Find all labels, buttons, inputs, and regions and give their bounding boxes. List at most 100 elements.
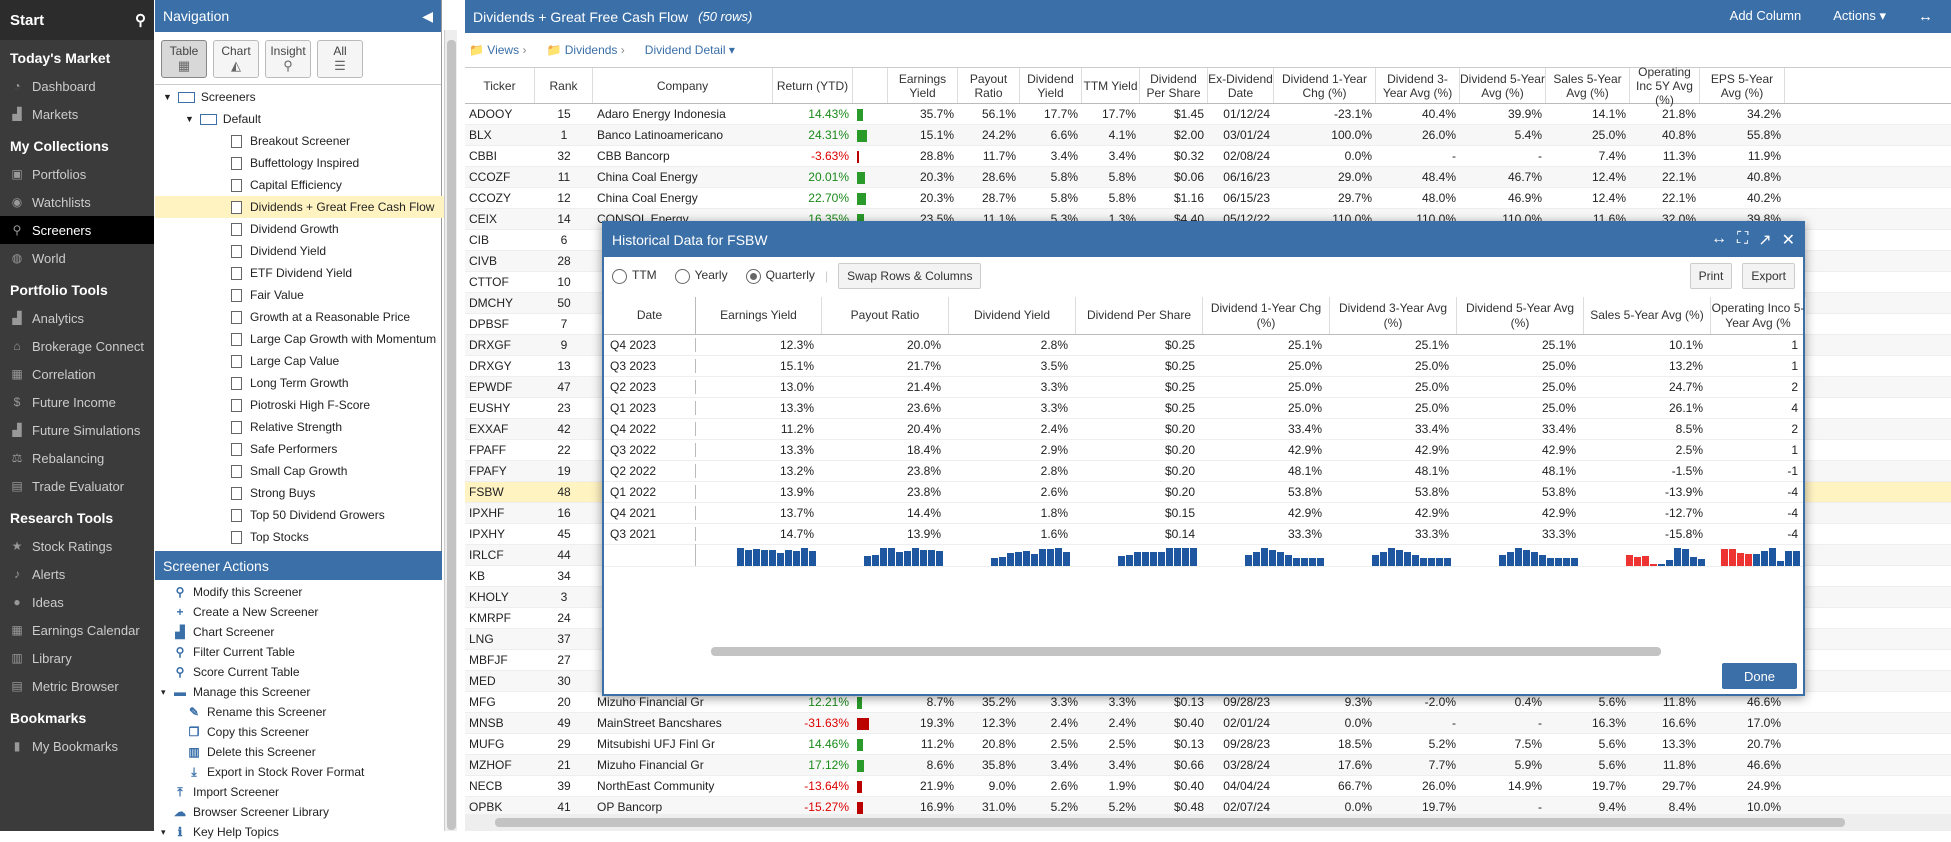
column-header[interactable]: EPS 5-Year Avg (%) (1700, 68, 1785, 103)
screener-item[interactable]: Capital Efficiency (155, 174, 445, 196)
screener-item[interactable]: Relative Strength (155, 416, 445, 438)
historical-row[interactable]: Q3 2023 15.1% 21.7% 3.5% $0.25 25.0% 25.0% 25.0… (604, 356, 1803, 377)
collapse-icon[interactable]: ▾ (161, 686, 166, 697)
tree-root[interactable]: ▼ Screeners (155, 86, 445, 108)
nav-scrollbar[interactable] (444, 30, 457, 831)
screener-item[interactable]: Top 50 Dividend Growers (155, 504, 445, 526)
column-header[interactable]: Rank (535, 68, 593, 103)
dividend-detail-button[interactable]: Dividend Detail ▾ (645, 43, 735, 57)
sidebar-item-markets[interactable]: ▟ Markets (0, 100, 154, 128)
table-row[interactable]: MZHOF 21 Mizuho Financial Gr 17.12% 8.6% 35.8… (465, 755, 1951, 776)
collapse-icon[interactable]: ▼ (163, 92, 172, 102)
print-button[interactable]: Print (1689, 263, 1733, 289)
column-header[interactable]: TTM Yield (1082, 68, 1140, 103)
historical-row[interactable]: Q2 2023 13.0% 21.4% 3.3% $0.25 25.0% 25.0% 25.0… (604, 377, 1803, 398)
table-row[interactable]: CCOZF 11 China Coal Energy 20.01% 20.3% 28.6%… (465, 167, 1951, 188)
tree-folder[interactable]: ▼ Default (155, 108, 445, 130)
action-chart-screener[interactable]: ▟ Chart Screener (155, 622, 442, 642)
column-header[interactable]: Dividend 3-Year Avg (%) (1376, 68, 1460, 103)
maximize-icon[interactable]: ⛶ (1736, 230, 1749, 247)
column-header[interactable]: Dividend 5-Year Avg (%) (1460, 68, 1546, 103)
column-header[interactable]: Ex-Dividend Date (1208, 68, 1274, 103)
mode-quarterly-radio[interactable]: Quarterly (745, 268, 815, 284)
expand-icon[interactable]: ↔ (1918, 8, 1933, 25)
export-button[interactable]: Export (1742, 263, 1795, 289)
done-button[interactable]: Done (1722, 663, 1797, 689)
sidebar-item-ideas[interactable]: ● Ideas (0, 588, 154, 616)
sidebar-item-future-income[interactable]: $ Future Income (0, 388, 154, 416)
collapse-icon[interactable]: ▾ (161, 826, 166, 837)
screener-item[interactable]: Breakout Screener (155, 130, 445, 152)
scrollbar-thumb[interactable] (711, 647, 1661, 656)
mode-ttm-radio[interactable]: TTM (612, 268, 657, 284)
historical-row[interactable]: Q1 2022 13.9% 23.8% 2.6% $0.20 53.8% 53.8% 53.8… (604, 482, 1803, 503)
action-browser-screener-library[interactable]: ☁ Browser Screener Library (155, 802, 442, 822)
sidebar-item-my-bookmarks[interactable]: ▮ My Bookmarks (0, 732, 154, 760)
table-row[interactable]: MUFG 29 Mitsubishi UFJ Finl Gr 14.46% 11.2% 2… (465, 734, 1951, 755)
sidebar-item-portfolios[interactable]: ▣ Portfolios (0, 160, 154, 188)
historical-column-header[interactable]: Operating Inco 5-Year Avg (% (1711, 297, 1806, 334)
action-modify-this-screener[interactable]: ⚲ Modify this Screener (155, 582, 442, 602)
add-column-button[interactable]: Add Column (1729, 8, 1802, 23)
collapse-icon[interactable]: ▼ (185, 114, 194, 124)
screener-item[interactable]: ETF Dividend Yield (155, 262, 445, 284)
column-header[interactable] (853, 68, 888, 103)
screener-item[interactable]: Long Term Growth (155, 372, 445, 394)
screener-item[interactable]: Small Cap Growth (155, 460, 445, 482)
screener-item[interactable]: Dividend Growth (155, 218, 445, 240)
screener-item[interactable]: Strong Buys (155, 482, 445, 504)
historical-column-header[interactable]: Dividend Per Share (1076, 297, 1203, 334)
historical-column-header[interactable]: Dividend 5-Year Avg (%) (1457, 297, 1584, 334)
column-header[interactable]: Earnings Yield (888, 68, 958, 103)
sidebar-item-watchlists[interactable]: ◉ Watchlists (0, 188, 154, 216)
sidebar-item-library[interactable]: ▥ Library (0, 644, 154, 672)
historical-row[interactable]: Q2 2022 13.2% 23.8% 2.8% $0.20 48.1% 48.1% 48.1… (604, 461, 1803, 482)
column-header[interactable]: Operating Inc 5Y Avg (%) (1630, 65, 1700, 107)
swap-rows-columns-button[interactable]: Swap Rows & Columns (838, 263, 982, 289)
historical-column-header[interactable]: Dividend 1-Year Chg (%) (1203, 297, 1330, 334)
search-icon[interactable]: ⚲ (135, 12, 146, 29)
view-table-button[interactable]: Table ▦ (161, 40, 207, 78)
screener-item[interactable]: Fair Value (155, 284, 445, 306)
collapse-left-icon[interactable]: ◀ (422, 7, 433, 24)
column-header[interactable]: Ticker (465, 68, 535, 103)
historical-row[interactable]: Q1 2023 13.3% 23.6% 3.3% $0.25 25.0% 25.0% 25.0… (604, 398, 1803, 419)
action-import-screener[interactable]: ⤒ Import Screener (155, 782, 442, 802)
historical-row[interactable]: Q3 2022 13.3% 18.4% 2.9% $0.20 42.9% 42.9% 42.9… (604, 440, 1803, 461)
column-header[interactable]: Payout Ratio (958, 68, 1020, 103)
column-header[interactable]: Dividend 1-Year Chg (%) (1274, 68, 1376, 103)
sidebar-item-screeners[interactable]: ⚲ Screeners (0, 216, 154, 244)
table-row[interactable]: BLX 1 Banco Latinoamericano 24.31% 15.1% 24.2… (465, 125, 1951, 146)
dividends-button[interactable]: 📁 Dividends › (546, 43, 624, 57)
screener-item[interactable]: Large Cap Value (155, 350, 445, 372)
screener-item[interactable]: Growth at a Reasonable Price (155, 306, 445, 328)
column-header[interactable]: Dividend Yield (1020, 68, 1082, 103)
sidebar-item-earnings-calendar[interactable]: ▦ Earnings Calendar (0, 616, 154, 644)
sidebar-item-stock-ratings[interactable]: ★ Stock Ratings (0, 532, 154, 560)
view-chart-button[interactable]: Chart ◭ (213, 40, 259, 78)
action-score-current-table[interactable]: ⚲ Score Current Table (155, 662, 442, 682)
scrollbar-thumb[interactable] (495, 818, 1845, 827)
historical-column-header[interactable]: Dividend Yield (949, 297, 1076, 334)
action-create-a-new-screener[interactable]: + Create a New Screener (155, 602, 442, 622)
action-export-in-stock-rover-format[interactable]: ⤓ Export in Stock Rover Format (155, 762, 442, 782)
sidebar-item-rebalancing[interactable]: ⚖ Rebalancing (0, 444, 154, 472)
table-row[interactable]: MNSB 49 MainStreet Bancshares -31.63% 19.3% 1… (465, 713, 1951, 734)
historical-column-header[interactable]: Payout Ratio (822, 297, 949, 334)
popout-icon[interactable]: ↗ (1758, 232, 1772, 249)
sidebar-item-analytics[interactable]: ▟ Analytics (0, 304, 154, 332)
dialog-horizontal-scrollbar[interactable] (699, 645, 1799, 657)
column-header[interactable]: Sales 5-Year Avg (%) (1546, 68, 1630, 103)
table-row[interactable]: OPBK 41 OP Bancorp -15.27% 16.9% 31.0% 5.2% 5.2… (465, 797, 1951, 818)
screener-item[interactable]: Piotroski High F-Score (155, 394, 445, 416)
screener-item[interactable]: Dividends + Great Free Cash Flow (155, 196, 445, 218)
sidebar-item-dashboard[interactable]: ◔ Dashboard (0, 72, 154, 100)
sidebar-item-alerts[interactable]: ♪ Alerts (0, 560, 154, 588)
table-row[interactable]: CCOZY 12 China Coal Energy 22.70% 20.3% 28.7%… (465, 188, 1951, 209)
table-row[interactable]: MFG 20 Mizuho Financial Gr 12.21% 8.7% 35.2% 3… (465, 692, 1951, 713)
action-rename-this-screener[interactable]: ✎ Rename this Screener (155, 702, 442, 722)
sidebar-item-future-simulations[interactable]: ▟ Future Simulations (0, 416, 154, 444)
sidebar-item-correlation[interactable]: ▦ Correlation (0, 360, 154, 388)
nav-scrollbar-thumb[interactable] (447, 40, 456, 830)
table-horizontal-scrollbar[interactable] (465, 814, 1951, 831)
